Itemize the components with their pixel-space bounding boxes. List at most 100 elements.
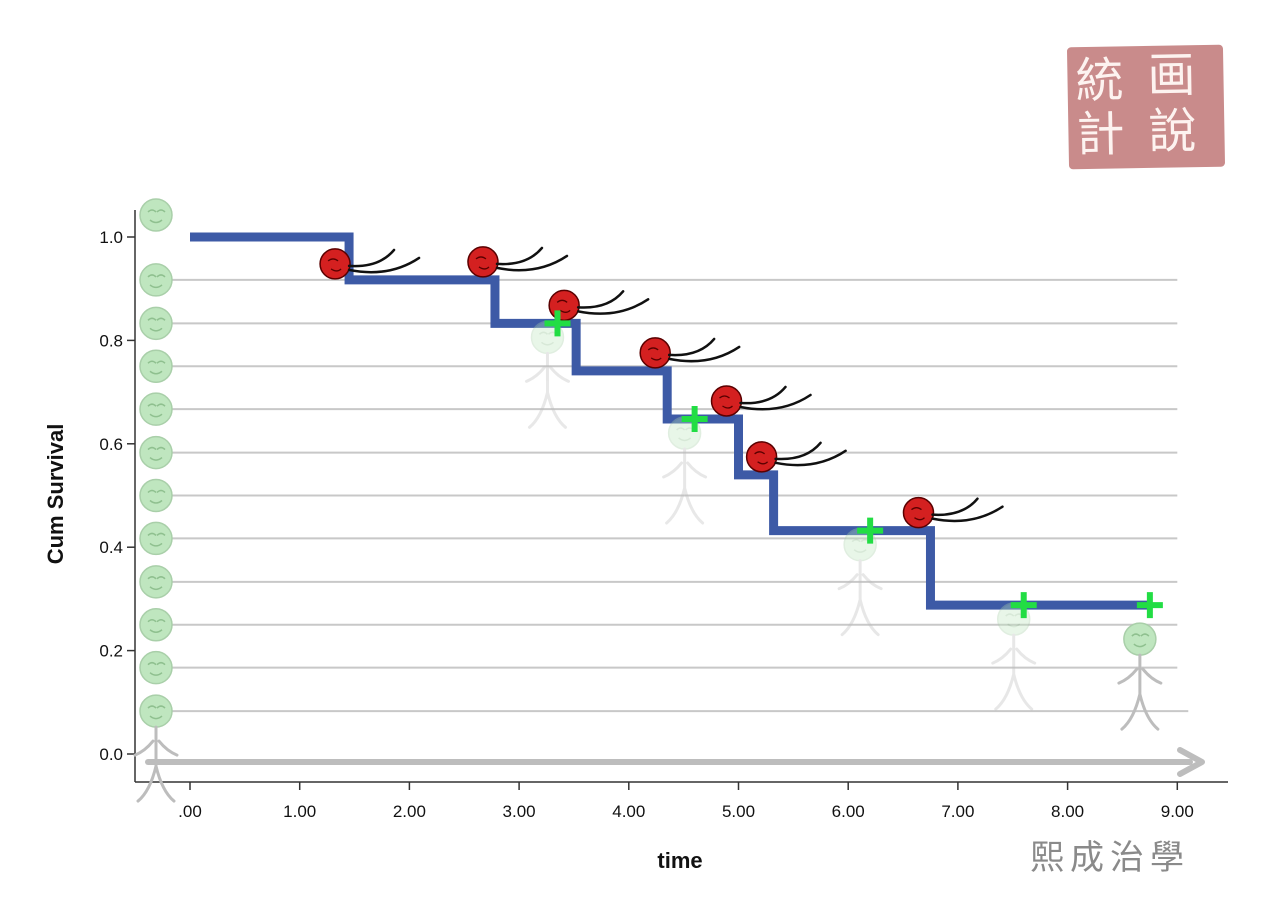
seal-char: 統 — [1075, 52, 1125, 110]
event-marker-legs — [576, 290, 650, 315]
subject-head — [139, 306, 173, 341]
subject-figure — [139, 565, 173, 599]
subject-face — [147, 274, 166, 289]
subject-figure — [139, 349, 173, 383]
subject-head — [139, 694, 173, 728]
censor-mark — [1010, 592, 1037, 619]
x-tick-label: 3.00 — [503, 802, 536, 821]
y-tick-label: 0.4 — [99, 538, 123, 557]
subject-figure — [139, 478, 173, 513]
censor-mark — [857, 517, 884, 544]
subject-head — [139, 263, 173, 297]
subject-face — [147, 317, 166, 332]
seal-char: 說 — [1147, 103, 1197, 160]
subject-figure — [139, 392, 173, 426]
subject-figure — [139, 198, 173, 232]
subject-face — [147, 360, 166, 375]
x-tick-label: 2.00 — [393, 802, 426, 821]
event-marker-legs — [739, 385, 812, 411]
event-marker — [710, 385, 812, 417]
x-tick-label: 5.00 — [722, 802, 755, 821]
x-tick-label: 9.00 — [1161, 802, 1194, 821]
subject-head — [139, 478, 173, 513]
subject-head — [139, 565, 173, 599]
subject-face — [147, 403, 166, 418]
event-marker-face — [911, 507, 925, 521]
censor-mark — [544, 310, 571, 337]
subject-face — [147, 446, 166, 461]
subject-figure — [139, 263, 173, 297]
subject-figure — [139, 306, 173, 341]
censor-mark — [1136, 592, 1163, 619]
y-tick-label: 0.6 — [99, 435, 123, 454]
event-marker-face — [754, 451, 769, 465]
censor-mark — [681, 405, 708, 432]
event-marker — [467, 246, 569, 278]
event-marker-face — [556, 299, 571, 313]
subject-head — [139, 349, 173, 383]
event-marker-legs — [931, 497, 1004, 523]
subject-figure — [1117, 622, 1163, 731]
subject-head — [139, 435, 173, 470]
x-tick-label: 7.00 — [941, 802, 974, 821]
subject-face — [147, 532, 166, 547]
event-marker-face — [647, 347, 662, 361]
survival-curve-line — [190, 232, 1150, 610]
y-tick-label: 1.0 — [99, 228, 123, 247]
subject-body — [1117, 653, 1163, 731]
subject-figure — [139, 435, 173, 470]
event-marker-face — [327, 258, 342, 272]
subject-figure — [991, 602, 1037, 711]
x-tick-label: .00 — [178, 802, 202, 821]
y-tick-label: 0.2 — [99, 642, 123, 661]
event-marker-legs — [495, 246, 569, 272]
subject-head — [139, 650, 173, 685]
time-arrow-head — [1177, 747, 1205, 777]
y-axis-title: Cum Survival — [43, 424, 68, 565]
subject-figure — [139, 521, 173, 556]
event-marker-head — [902, 496, 935, 529]
subject-head — [139, 198, 173, 232]
watermark-text: 熙成治學 — [1030, 838, 1190, 878]
event-marker-face — [475, 256, 490, 270]
y-tick-label: 0.8 — [99, 331, 123, 350]
subject-head — [139, 521, 173, 556]
seal-char: 画 — [1146, 47, 1196, 104]
event-marker-head — [319, 248, 351, 280]
event-marker-head — [639, 337, 671, 369]
subject-head — [1123, 622, 1157, 656]
subject-body — [524, 351, 570, 429]
subject-face — [147, 576, 166, 591]
event-marker-head — [548, 289, 580, 322]
subject-face — [147, 489, 166, 504]
event-marker — [902, 496, 1004, 529]
x-axis-title: time — [657, 848, 702, 873]
subject-figure — [662, 416, 708, 525]
subject-body — [837, 559, 883, 637]
subject-figure — [524, 320, 570, 429]
subject-body — [133, 725, 179, 803]
subject-figure — [133, 694, 179, 803]
subject-figure — [139, 608, 173, 642]
subject-face — [147, 619, 166, 633]
subject-face — [147, 209, 166, 224]
subject-face — [147, 705, 166, 720]
subject-body — [991, 633, 1037, 711]
seal-logo: 統 画 計 說 — [1066, 44, 1226, 170]
event-marker-head — [745, 441, 778, 473]
event-marker — [548, 289, 650, 322]
x-tick-label: 6.00 — [832, 802, 865, 821]
event-marker-legs — [347, 248, 421, 274]
event-marker-legs — [667, 337, 741, 363]
event-marker — [639, 337, 741, 369]
event-marker-legs — [774, 441, 847, 467]
subject-head — [139, 608, 173, 642]
subject-figure — [139, 650, 173, 685]
event-marker-head — [710, 385, 743, 417]
subject-head — [139, 392, 173, 426]
x-tick-label: 4.00 — [612, 802, 645, 821]
seal-char: 計 — [1075, 106, 1125, 164]
event-marker — [319, 248, 421, 280]
subject-face — [1131, 633, 1150, 648]
event-marker — [745, 441, 847, 473]
